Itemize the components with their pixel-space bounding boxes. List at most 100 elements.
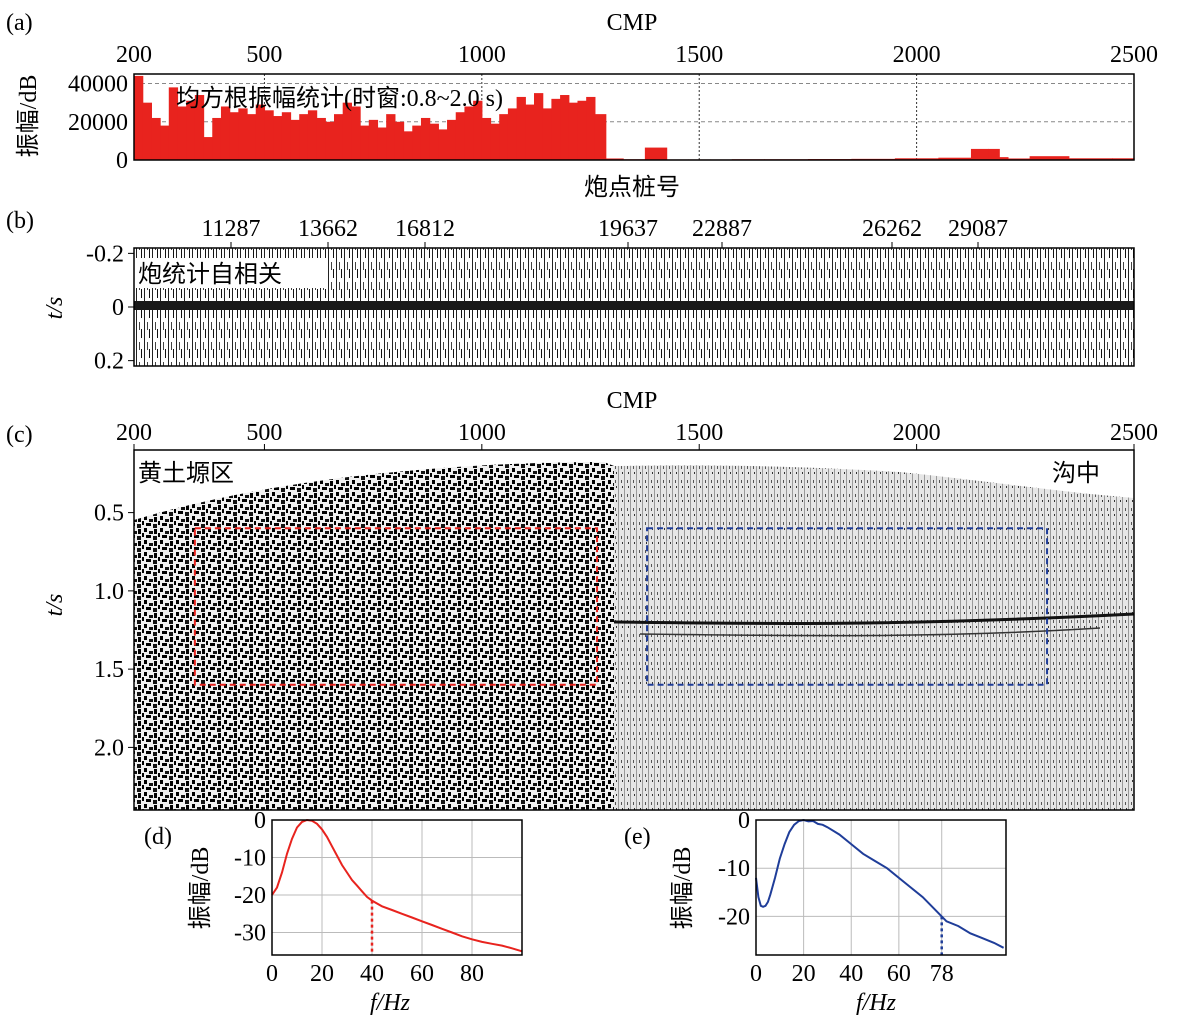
panel-a-bar	[525, 104, 535, 160]
panel-c-y-ticks: 0.5 1.0 1.5 2.0	[94, 501, 134, 761]
panel-a-y-tick-label: 40000	[68, 72, 128, 98]
panel-a-bar	[151, 117, 161, 160]
panel-d-y-tick-label: -10	[234, 846, 266, 872]
panel-d: (d) 0 20 40 60 80 0 -10 -20 -30 f/Hz 振幅/dB	[144, 808, 523, 1016]
panel-c-label: (c)	[6, 422, 33, 448]
panel-a-bar	[316, 117, 326, 160]
panel-d-frame	[271, 819, 523, 956]
panel-a-label: (a)	[6, 10, 33, 36]
panel-a-bar	[499, 114, 509, 160]
panel-a-bar	[644, 147, 668, 160]
panel-c-red-window	[193, 527, 599, 686]
panel-c-left-annotation: 黄土塬区	[138, 460, 234, 487]
panel-a-bar	[168, 87, 179, 160]
panel-c-blue-window	[646, 527, 1049, 686]
panel-a-x-ticks: 200 500 1000 1500 2000 2500	[116, 42, 1158, 68]
panel-e-y-axis-title: 振幅/dB	[669, 847, 696, 930]
panel-b-x-ticks: 11287 13662 16812 19637 22887 26262 29087	[201, 216, 1008, 248]
panel-b-y-axis-title: t/s	[42, 297, 68, 320]
panel-a-bar	[307, 110, 318, 160]
panel-a-bar	[605, 158, 624, 160]
panel-c-right-annotation: 沟中	[1052, 460, 1100, 487]
panel-c-frame	[133, 449, 1135, 811]
panel-b-frame	[133, 247, 1135, 367]
panel-a-bar	[290, 119, 300, 160]
panel-a-bar	[386, 114, 396, 160]
panel-a-bar	[212, 117, 222, 160]
panel-c-x-tick-label: 1000	[458, 420, 506, 446]
panel-d-x-tick-label: 80	[460, 961, 484, 987]
panel-a-bar	[507, 108, 518, 160]
panel-a-bar	[203, 137, 213, 160]
panel-a-bar	[273, 116, 283, 160]
panel-d-x-tick-label: 60	[410, 961, 434, 987]
panel-a-x-tick-label: 1500	[675, 42, 723, 68]
panel-e-ticks: 0 20 40 60 78 0 -10 -20	[718, 808, 954, 987]
panel-e-x-axis-title: f/Hz	[856, 990, 897, 1016]
panel-a-frame	[133, 73, 1135, 161]
panel-e-y-tick-label: -10	[718, 856, 750, 882]
panel-a: (a) CMP 200 500 1000 1500 2000 2500 0 20000 400…	[6, 10, 1158, 174]
panel-e-marker-label: 78	[930, 961, 954, 987]
panel-a-bar	[264, 110, 274, 160]
panel-e: (e) 0 20 40 60 78 0 -10 -20 f/Hz 振幅/dB	[624, 808, 1007, 1016]
panel-a-bar	[1068, 158, 1113, 160]
panel-a-bar	[1029, 156, 1070, 160]
panel-e-label: (e)	[624, 824, 651, 850]
panel-a-grid	[134, 74, 1134, 160]
panel-a-bar	[342, 102, 352, 160]
panel-c-top-axis-title: CMP	[607, 388, 658, 414]
panel-b-y-tick-label: 0	[112, 295, 124, 321]
panel-a-annotation: 均方根振幅统计(时窗:0.8~2.0 s)	[176, 85, 503, 112]
panel-d-x-tick-label: 20	[310, 961, 334, 987]
panel-a-bar	[586, 96, 596, 160]
panel-a-x-tick-label: 500	[246, 42, 282, 68]
panel-e-x-tick-label: 40	[839, 961, 863, 987]
panel-a-bar	[551, 98, 561, 160]
panel-a-bar	[438, 129, 448, 160]
panel-b-zero-lag-band	[134, 301, 1134, 310]
panel-a-top-axis-title: CMP	[607, 10, 658, 36]
panel-d-y-tick-label: -20	[234, 883, 266, 909]
panel-c-x-tick-label: 500	[246, 420, 282, 446]
panel-c-y-tick-label: 1.5	[94, 657, 124, 683]
panel-a-bar	[325, 121, 335, 160]
panel-a-bar	[186, 100, 196, 160]
panel-b-annotation: 炮统计自相关	[138, 261, 282, 288]
panel-a-y-axis-title: 振幅/dB	[15, 75, 42, 158]
panel-a-bar	[464, 106, 474, 160]
panel-d-x-axis-title: f/Hz	[370, 990, 411, 1016]
panel-a-bar	[377, 127, 387, 160]
panel-a-bar	[334, 114, 344, 160]
panel-b-x-tick-label: 16812	[395, 216, 455, 242]
panel-a-x-tick-label: 2000	[893, 42, 941, 68]
panel-d-spectrum-line	[271, 818, 523, 953]
panel-c-reflector	[613, 612, 1135, 626]
panel-a-bar	[1112, 158, 1135, 160]
panel-b-x-tick-label: 11287	[201, 216, 260, 242]
panel-c-left-annotation-bg	[136, 455, 262, 487]
panel-a-bar	[194, 95, 205, 160]
panel-a-bar	[473, 100, 483, 160]
panel-a-x-tick-label: 1000	[458, 42, 506, 68]
panel-a-bar	[542, 108, 552, 160]
panel-c-regions	[193, 527, 1049, 686]
panel-a-bar	[177, 106, 187, 160]
panel-c-x-tick-label: 2500	[1110, 420, 1158, 446]
panel-c-y-tick-label: 2.0	[94, 735, 124, 761]
panel-a-bar	[299, 114, 309, 160]
panel-c-x-ticks: 200 500 1000 1500 2000 2500	[116, 420, 1158, 450]
panel-d-label: (d)	[144, 824, 172, 850]
panel-e-x-tick-label: 0	[750, 961, 762, 987]
panel-a-bar	[255, 104, 266, 160]
panel-c-x-tick-label: 2000	[893, 420, 941, 446]
panel-c-x-tick-label: 1500	[675, 420, 723, 446]
panel-a-bar	[403, 131, 413, 160]
panel-d-grid	[272, 820, 522, 955]
panel-a-bar	[568, 102, 579, 160]
panel-d-y-tick-label: 0	[254, 808, 266, 834]
panel-b-x-tick-label: 26262	[862, 216, 922, 242]
panel-a-bar	[429, 123, 439, 160]
panel-b-x-tick-label: 19637	[598, 216, 658, 242]
